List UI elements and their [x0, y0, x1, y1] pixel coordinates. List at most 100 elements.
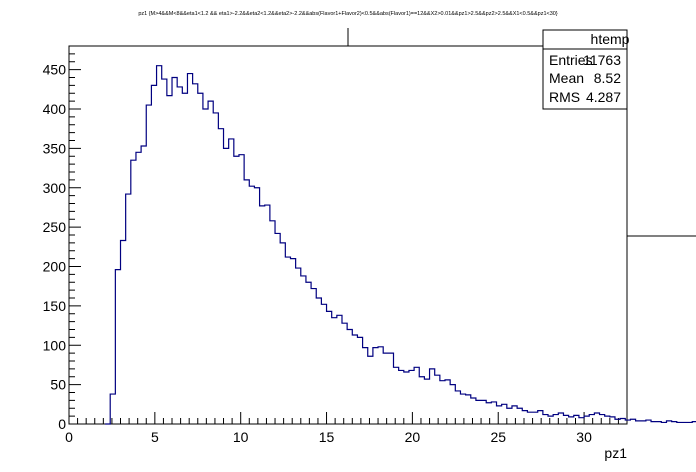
histogram-bin [151, 85, 156, 424]
histogram-bin [234, 156, 239, 424]
histogram-bin [254, 188, 259, 424]
y-tick-label: 150 [43, 298, 67, 314]
x-tick-label: 30 [576, 429, 592, 445]
histogram-bin [162, 79, 167, 424]
stats-entries-value: 11763 [583, 52, 621, 68]
stats-box: htemp Entries 11763 Mean 8.52 RMS 4.287 [542, 29, 630, 110]
x-tick-label: 20 [405, 429, 421, 445]
histogram-bin [290, 259, 295, 424]
x-tick-label: 25 [490, 429, 506, 445]
histogram-bin [373, 348, 378, 424]
histogram-bin [491, 402, 496, 424]
y-tick-label: 0 [58, 416, 66, 432]
histogram-bin [404, 372, 409, 424]
histogram-bin [533, 412, 538, 424]
histogram-bin [218, 129, 223, 424]
histogram-bin [399, 370, 404, 424]
histogram-bin [244, 180, 249, 424]
histogram-bin [522, 411, 527, 424]
stats-title: htemp [591, 31, 630, 47]
histogram-bin [229, 139, 234, 424]
histogram-bin [486, 403, 491, 424]
histogram-bin [265, 205, 270, 424]
x-axis-title: pz1 [604, 445, 627, 461]
histogram-bin [543, 415, 548, 424]
histogram-bin [497, 406, 502, 424]
histogram-series [105, 65, 696, 425]
histogram-bin [600, 415, 605, 424]
histogram-bin [357, 337, 362, 424]
histogram-bin [393, 367, 398, 424]
histogram-bin [605, 416, 610, 424]
x-tick-label: 5 [151, 429, 159, 445]
histogram-bin [270, 221, 275, 424]
histogram-bin [187, 74, 192, 424]
histogram-bin [115, 270, 120, 424]
histogram-bin [610, 417, 615, 424]
histogram-bin [615, 419, 620, 424]
histogram-bin [203, 109, 208, 424]
histogram-bin [569, 417, 574, 424]
histogram-bin [424, 379, 429, 424]
stats-rms-label: RMS [549, 89, 580, 105]
histogram-bin [527, 412, 532, 424]
chart-title: pz1 {M>4&&M<8&&eta1<1.2 && eta1>-2.2&&et… [138, 11, 558, 17]
histogram-bin [368, 356, 373, 424]
stats-rms-value: 4.287 [586, 89, 621, 105]
histogram-bin [378, 347, 383, 424]
histogram-bin [471, 398, 476, 424]
histogram-bin [131, 160, 136, 424]
y-tick-label: 400 [43, 101, 67, 117]
histogram-bin [347, 330, 352, 425]
histogram-bin [502, 404, 507, 424]
histogram-bin [316, 298, 321, 424]
histogram-bin [321, 304, 326, 424]
histogram-bin [414, 367, 419, 424]
histogram-bin [630, 419, 635, 424]
y-tick-label: 250 [43, 219, 67, 235]
x-tick-label: 10 [233, 429, 249, 445]
histogram-bin [538, 411, 543, 424]
histogram-bin [306, 282, 311, 424]
histogram-bin [342, 323, 347, 424]
histogram-bin [589, 415, 594, 424]
histogram-bin [445, 380, 450, 424]
y-tick-label: 50 [50, 377, 66, 393]
histogram-bin [110, 394, 115, 424]
histogram-bin [435, 375, 440, 424]
histogram-bin [455, 391, 460, 424]
histogram-bin [388, 353, 393, 424]
histogram-bin [460, 394, 465, 424]
histogram-bin [383, 353, 388, 424]
histogram-bin [363, 348, 368, 424]
histogram-bin [440, 381, 445, 424]
histogram-bin [409, 370, 414, 424]
histogram-bin [126, 194, 131, 424]
stats-box-frame [542, 29, 628, 110]
histogram-bin [466, 395, 471, 424]
histogram-bin [239, 155, 244, 424]
histogram-bin [167, 96, 172, 424]
histogram-line [105, 65, 696, 425]
histogram-bin [136, 152, 141, 424]
histogram-bin [249, 186, 254, 424]
histogram-bin [208, 101, 213, 424]
histogram-bin [558, 413, 563, 424]
histogram-bin [594, 413, 599, 424]
histogram-bin [121, 241, 126, 424]
histogram-bin [311, 289, 316, 424]
histogram-bin [296, 268, 301, 424]
histogram-bin [260, 206, 265, 424]
histogram-bin [450, 385, 455, 424]
y-tick-label: 200 [43, 259, 67, 275]
y-axis: 0 50 100 150 200 250 300 350 400 450 [43, 45, 81, 432]
histogram-bin [141, 146, 146, 424]
histogram-bin [507, 408, 512, 424]
histogram-bin [198, 93, 203, 424]
histogram-bin [327, 311, 332, 424]
histogram-bin [481, 400, 486, 424]
y-tick-label: 100 [43, 337, 67, 353]
histogram-bin [224, 148, 229, 424]
histogram-bin [553, 415, 558, 424]
